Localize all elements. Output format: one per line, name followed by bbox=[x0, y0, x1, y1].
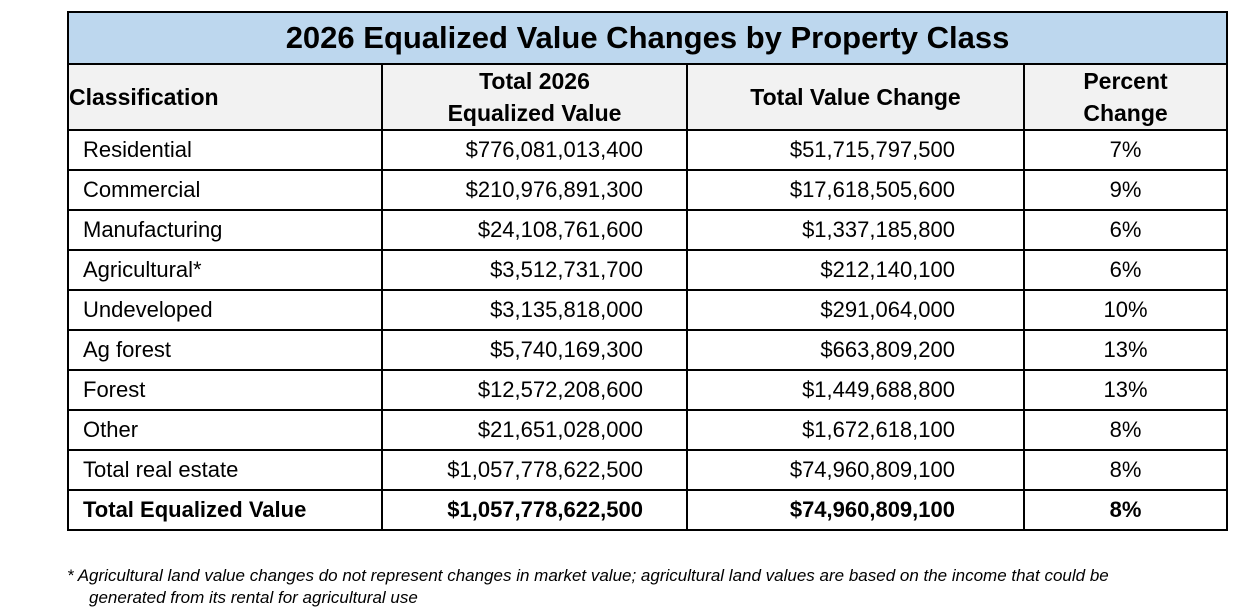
table-row: Agricultural* $3,512,731,700 $212,140,100 6… bbox=[67, 249, 1229, 291]
cell-classification: Ag forest bbox=[67, 329, 383, 371]
cell-total-value: $5,740,169,300 bbox=[381, 329, 688, 371]
cell-value-change: $663,809,200 bbox=[686, 329, 1025, 371]
cell-percent-change: 13% bbox=[1022, 329, 1229, 371]
cell-classification: Total Equalized Value bbox=[67, 489, 383, 531]
table-row: Residential $776,081,013,400 $51,715,797,5… bbox=[67, 129, 1229, 171]
total-row: Total Equalized Value $1,057,778,622,500 $… bbox=[67, 489, 1229, 531]
header-percent-change: Percent Change bbox=[1022, 63, 1229, 131]
cell-value-change: $291,064,000 bbox=[686, 289, 1025, 331]
cell-percent-change: 6% bbox=[1022, 249, 1229, 291]
table-row: Forest $12,572,208,600 $1,449,688,800 13% bbox=[67, 369, 1229, 411]
header-percent-line2: Change bbox=[1083, 100, 1168, 126]
cell-value-change: $1,449,688,800 bbox=[686, 369, 1025, 411]
cell-classification: Agricultural* bbox=[67, 249, 383, 291]
table-title: 2026 Equalized Value Changes by Property… bbox=[66, 11, 1229, 65]
cell-value-change: $17,618,505,600 bbox=[686, 169, 1025, 211]
header-classification: Classification bbox=[67, 63, 383, 131]
table-row: Commercial $210,976,891,300 $17,618,505,60… bbox=[67, 169, 1229, 211]
cell-value-change: $74,960,809,100 bbox=[686, 449, 1025, 491]
footnote-line1: * Agricultural land value changes do not… bbox=[67, 566, 1109, 585]
table-row: Other $21,651,028,000 $1,672,618,100 8% bbox=[67, 409, 1229, 451]
table-row: Manufacturing $24,108,761,600 $1,337,185,8… bbox=[67, 209, 1229, 251]
cell-percent-change: 8% bbox=[1022, 489, 1229, 531]
cell-percent-change: 10% bbox=[1022, 289, 1229, 331]
cell-value-change: $212,140,100 bbox=[686, 249, 1025, 291]
cell-percent-change: 8% bbox=[1022, 449, 1229, 491]
cell-total-value: $12,572,208,600 bbox=[381, 369, 688, 411]
cell-total-value: $24,108,761,600 bbox=[381, 209, 688, 251]
cell-total-value: $1,057,778,622,500 bbox=[381, 489, 688, 531]
cell-classification: Total real estate bbox=[67, 449, 383, 491]
header-total-value-line1: Total 2026 bbox=[479, 68, 590, 94]
cell-classification: Residential bbox=[67, 129, 383, 171]
table-row: Ag forest $5,740,169,300 $663,809,200 13% bbox=[67, 329, 1229, 371]
cell-total-value: $1,057,778,622,500 bbox=[381, 449, 688, 491]
cell-classification: Forest bbox=[67, 369, 383, 411]
cell-classification: Commercial bbox=[67, 169, 383, 211]
cell-value-change: $1,672,618,100 bbox=[686, 409, 1025, 451]
table-row: Total real estate $1,057,778,622,500 $74,9… bbox=[67, 449, 1229, 491]
header-percent-line1: Percent bbox=[1083, 68, 1168, 94]
cell-classification: Undeveloped bbox=[67, 289, 383, 331]
header-row: Classification Total 2026 Equalized Valu… bbox=[67, 63, 1229, 131]
table-row: Undeveloped $3,135,818,000 $291,064,000 10% bbox=[67, 289, 1229, 331]
cell-value-change: $1,337,185,800 bbox=[686, 209, 1025, 251]
header-total-value-line2: Equalized Value bbox=[447, 100, 622, 126]
cell-percent-change: 13% bbox=[1022, 369, 1229, 411]
cell-value-change: $51,715,797,500 bbox=[686, 129, 1025, 171]
cell-total-value: $210,976,891,300 bbox=[381, 169, 688, 211]
cell-classification: Manufacturing bbox=[67, 209, 383, 251]
cell-percent-change: 8% bbox=[1022, 409, 1229, 451]
cell-percent-change: 7% bbox=[1022, 129, 1229, 171]
footnote-line2: generated from its rental for agricultur… bbox=[89, 588, 418, 607]
header-total-value: Total 2026 Equalized Value bbox=[381, 63, 688, 131]
cell-classification: Other bbox=[67, 409, 383, 451]
header-value-change: Total Value Change bbox=[686, 63, 1025, 131]
cell-total-value: $3,135,818,000 bbox=[381, 289, 688, 331]
cell-percent-change: 9% bbox=[1022, 169, 1229, 211]
property-class-table: 2026 Equalized Value Changes by Property… bbox=[66, 11, 1229, 531]
cell-value-change: $74,960,809,100 bbox=[686, 489, 1025, 531]
cell-percent-change: 6% bbox=[1022, 209, 1229, 251]
footnote: * Agricultural land value changes do not… bbox=[67, 565, 1237, 609]
cell-total-value: $21,651,028,000 bbox=[381, 409, 688, 451]
cell-total-value: $776,081,013,400 bbox=[381, 129, 688, 171]
cell-total-value: $3,512,731,700 bbox=[381, 249, 688, 291]
